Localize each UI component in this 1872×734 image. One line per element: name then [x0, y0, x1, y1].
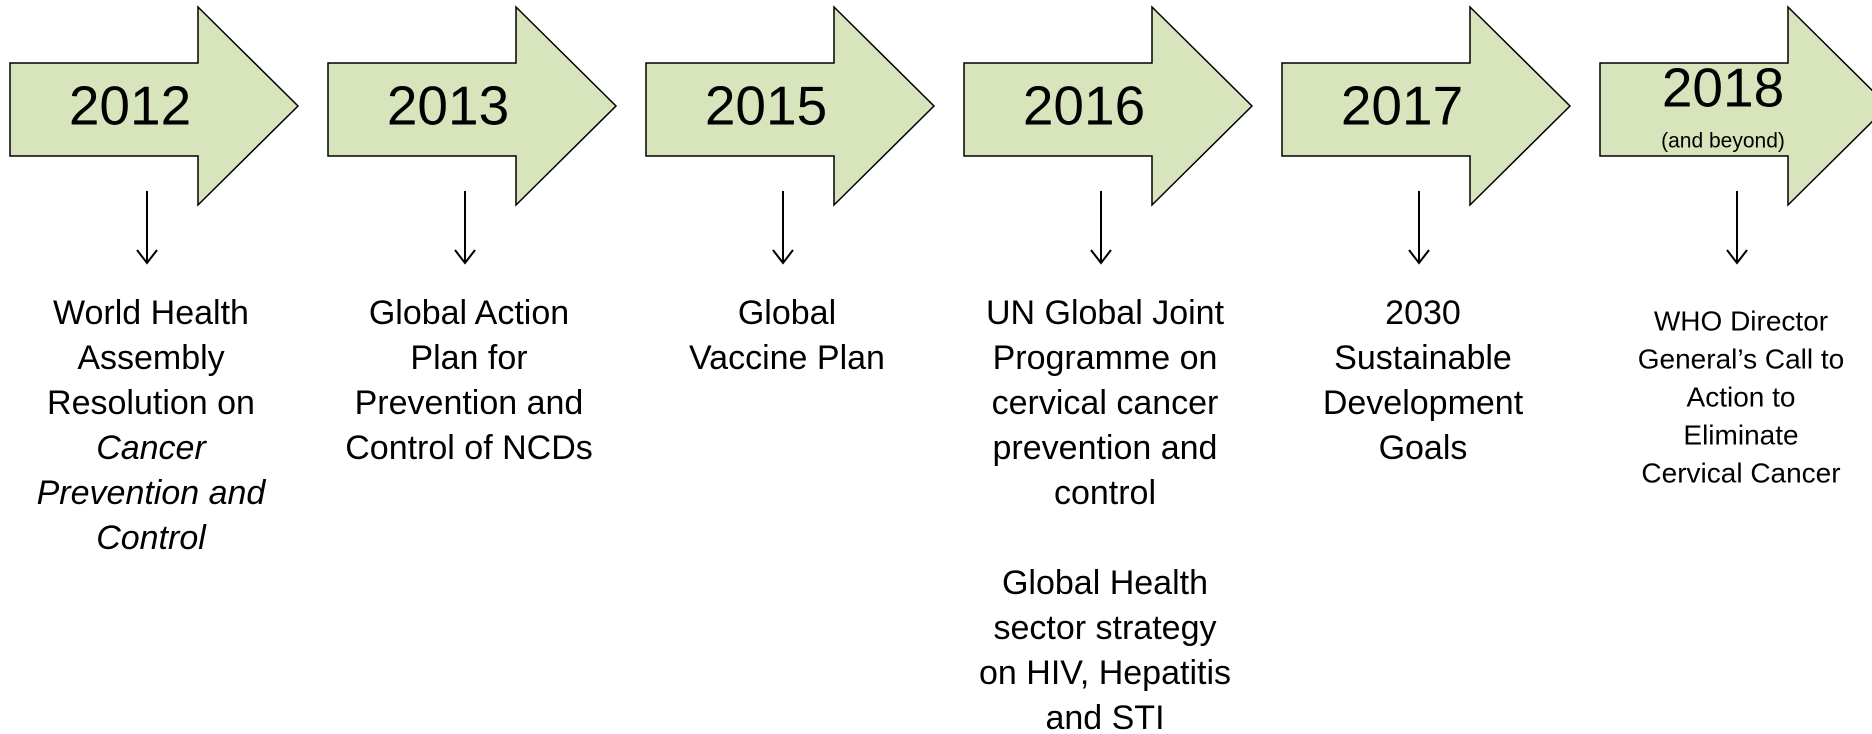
year: 2017 [1341, 75, 1463, 137]
description-line: 2030 [1385, 294, 1461, 332]
timeline-arrow [327, 5, 618, 207]
description-line: Goals [1379, 429, 1468, 467]
description-line: Resolution on [47, 384, 255, 422]
description-line: sector strategy [994, 609, 1217, 647]
description-line: and STI [1045, 699, 1164, 734]
description-line: prevention and [993, 429, 1218, 467]
description-line: Action to [1687, 381, 1796, 412]
year-note: (and beyond) [1661, 130, 1785, 153]
down-arrow-head [136, 249, 158, 265]
down-arrow-head [1726, 249, 1748, 265]
description-line: Global Action [369, 294, 569, 332]
down-arrow-head [1408, 249, 1430, 265]
year: 2013 [387, 75, 509, 137]
description-line: Prevention and [37, 474, 267, 512]
timeline-arrow [1281, 5, 1572, 207]
description-line: Prevention and [355, 384, 584, 422]
description-line: World Health [53, 294, 249, 332]
description-line: Development [1323, 384, 1524, 422]
year: 2016 [1023, 75, 1145, 137]
description-line: on HIV, Hepatitis [979, 654, 1231, 692]
down-arrow-head [454, 249, 476, 265]
timeline-arrow [9, 5, 300, 207]
description-line: Cervical Cancer [1641, 457, 1840, 488]
year: 2018 [1662, 57, 1784, 119]
description-line: Control of NCDs [345, 429, 593, 467]
timeline-arrow [645, 5, 936, 207]
description-line: Sustainable [1334, 339, 1512, 377]
description-line: WHO Director [1654, 305, 1828, 336]
year: 2015 [705, 75, 827, 137]
year: 2012 [69, 75, 191, 137]
description-line: Global Health [1002, 564, 1208, 602]
description-line: Eliminate [1683, 419, 1798, 450]
description-line: Assembly [77, 339, 224, 377]
down-arrow-head [772, 249, 794, 265]
description-line: Global [738, 294, 836, 332]
description-line: Cancer [96, 429, 207, 467]
timeline-arrow [1599, 5, 1872, 207]
description-line: cervical cancer [992, 384, 1219, 422]
description-line: control [1054, 474, 1156, 512]
down-arrow-head [1090, 249, 1112, 265]
description-line: Control [96, 519, 207, 557]
description-line: Programme on [993, 339, 1218, 377]
description-line: Vaccine Plan [689, 339, 885, 377]
description-line: General’s Call to [1638, 343, 1844, 374]
description-line: UN Global Joint [986, 294, 1225, 332]
description-line: Plan for [410, 339, 527, 377]
timeline-arrow [963, 5, 1254, 207]
